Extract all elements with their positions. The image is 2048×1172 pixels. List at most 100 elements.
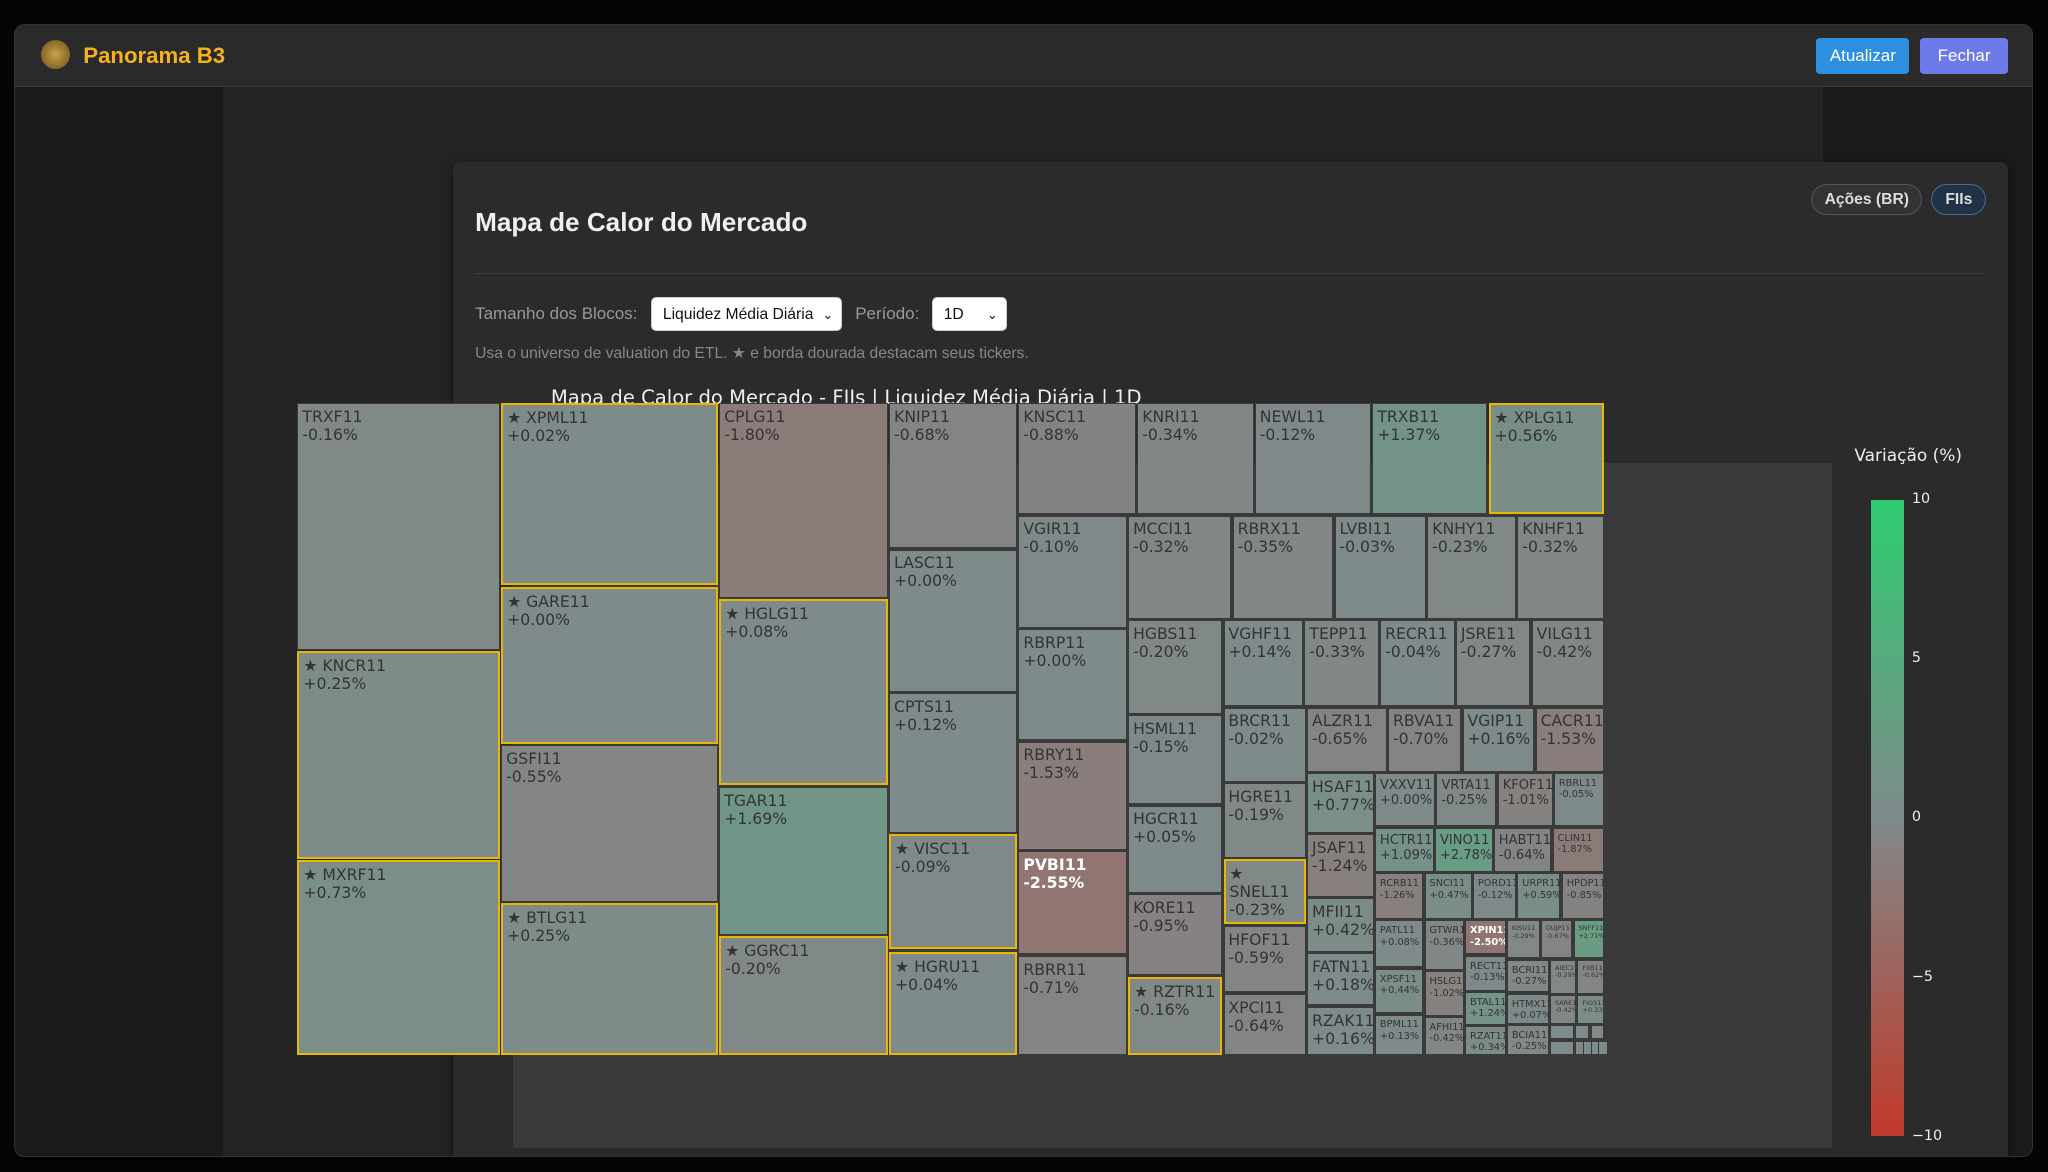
treemap-cell[interactable]: ★ MXRF11 +0.73%	[297, 860, 500, 1055]
treemap-cell[interactable]: NEWL11 -0.12%	[1254, 403, 1372, 515]
treemap-cell[interactable]: AFHI11 -0.42%	[1424, 1017, 1464, 1055]
size-select[interactable]: Liquidez Média Diária ⌄	[651, 297, 843, 332]
treemap-cell[interactable]: ★ HGLG11 +0.08%	[719, 599, 888, 785]
treemap-cell[interactable]: BRCR11 -0.02%	[1223, 707, 1306, 782]
treemap-cell-small[interactable]	[1574, 1024, 1590, 1040]
treemap-cell[interactable]: JSAF11 -1.24%	[1307, 834, 1374, 897]
treemap-cell[interactable]: RBRL11 -0.05%	[1553, 772, 1604, 827]
treemap-cell[interactable]: KNRI11 -0.34%	[1137, 403, 1254, 515]
treemap-cell[interactable]: ★ BTLG11 +0.25%	[501, 903, 719, 1055]
treemap-cell[interactable]: BTAL11 +1.24%	[1465, 992, 1506, 1025]
treemap-cell[interactable]: PATL11 +0.08%	[1375, 920, 1424, 968]
treemap-cell[interactable]: RZAK11 +0.16%	[1307, 1006, 1374, 1055]
treemap-cell[interactable]: RZAT11 +0.34%	[1465, 1026, 1506, 1055]
treemap-cell[interactable]: ★ XPLG11 +0.56%	[1488, 403, 1604, 515]
treemap-cell[interactable]: KISU11 -0.29%	[1506, 920, 1540, 959]
treemap-cell[interactable]: BCRI11 -0.27%	[1506, 959, 1549, 993]
treemap-cell[interactable]: TRXB11 +1.37%	[1372, 403, 1488, 515]
treemap-cell-small[interactable]	[1550, 1024, 1574, 1040]
treemap-cell[interactable]: SNFF11 +2.71%	[1573, 920, 1604, 959]
treemap-cell[interactable]: LASC11 +0.00%	[889, 549, 1018, 692]
treemap-cell[interactable]: MFII11 +0.42%	[1307, 898, 1374, 952]
treemap-cell[interactable]: VGHF11 +0.14%	[1223, 620, 1304, 707]
treemap-cell[interactable]: URPR11 +0.59%	[1517, 873, 1561, 920]
treemap-cell[interactable]: VINO11 +2.78%	[1435, 827, 1493, 873]
treemap-cell[interactable]: ★ GARE11 +0.00%	[501, 587, 719, 745]
treemap-cell[interactable]: ★ VISC11 -0.09%	[889, 834, 1018, 950]
treemap-cell[interactable]: RBVA11 -0.70%	[1388, 707, 1462, 772]
treemap-cell[interactable]: HGRE11 -0.19%	[1223, 783, 1306, 858]
treemap-cell-small[interactable]	[1550, 1040, 1574, 1055]
treemap-cell-small[interactable]	[1598, 1040, 1609, 1055]
treemap-cell[interactable]: HGBS11 -0.20%	[1128, 620, 1223, 715]
tab-fiis[interactable]: FIIs	[1931, 183, 1987, 216]
treemap-cell[interactable]: VRTA11 -0.25%	[1436, 772, 1497, 827]
treemap-cell[interactable]: VILG11 -0.42%	[1531, 620, 1604, 707]
treemap-cell[interactable]: AIEC11 -0.29%	[1550, 959, 1577, 994]
treemap-cell[interactable]: CPTS11 +0.12%	[889, 693, 1018, 833]
treemap-cell[interactable]: XPSF11 +0.44%	[1375, 968, 1424, 1014]
treemap-cell[interactable]: VGIR11 -0.10%	[1018, 515, 1127, 628]
treemap-cell[interactable]: HSLG11-1.02%	[1424, 971, 1464, 1016]
treemap-cell[interactable]: KNIP11 -0.68%	[889, 403, 1018, 549]
treemap-cell[interactable]: PVBI11 -2.55%	[1018, 851, 1127, 955]
treemap-cell[interactable]: XPIN11-2.50%	[1465, 920, 1506, 955]
treemap-cell[interactable]: CACR11 -1.53%	[1535, 707, 1604, 772]
treemap-cell[interactable]: KNHY11 -0.23%	[1427, 515, 1517, 619]
treemap-cell[interactable]: ALZR11 -0.65%	[1307, 707, 1387, 772]
treemap-cell-small[interactable]	[1590, 1024, 1604, 1040]
treemap-cell[interactable]: FIIB11 -0.62%	[1577, 959, 1604, 994]
treemap-cell[interactable]: VGIP11 +0.16%	[1462, 707, 1535, 772]
treemap-cell[interactable]: HCTR11 +1.09%	[1375, 827, 1434, 873]
tab-acoes[interactable]: Ações (BR)	[1811, 183, 1923, 216]
treemap-cell[interactable]: KNHF11 -0.32%	[1517, 515, 1604, 619]
cell-ticker: HGCR11	[1133, 809, 1199, 829]
treemap-cell[interactable]: BPML11 +0.13%	[1375, 1014, 1424, 1055]
period-select[interactable]: 1D ⌄	[932, 297, 1007, 332]
treemap-cell[interactable]: TEPP11 -0.33%	[1304, 620, 1379, 707]
treemap-cell[interactable]: RECR11 -0.04%	[1380, 620, 1455, 707]
treemap-cell[interactable]: HGCR11 +0.05%	[1128, 805, 1223, 894]
treemap-cell[interactable]: HSAF11 +0.77%	[1307, 772, 1374, 833]
treemap-cell[interactable]: RBRR11 -0.71%	[1018, 955, 1127, 1055]
treemap-cell[interactable]: KNSC11 -0.88%	[1018, 403, 1136, 515]
treemap-cell[interactable]: HABT11 -0.64%	[1493, 827, 1552, 873]
treemap-cell[interactable]: RBRP11 +0.00%	[1018, 629, 1127, 741]
treemap-cell[interactable]: VXXV11 +0.00%	[1375, 772, 1436, 827]
treemap-cell[interactable]: HSML11 -0.15%	[1128, 715, 1223, 805]
refresh-button[interactable]: Atualizar	[1816, 37, 1910, 75]
treemap-cell[interactable]: FATN11 +0.18%	[1307, 953, 1374, 1006]
treemap-cell[interactable]: SARE11-0.42%	[1550, 994, 1577, 1024]
treemap-cell[interactable]: RBRX11 -0.35%	[1232, 515, 1334, 619]
treemap-cell[interactable]: HPDP11 -0.85%	[1561, 873, 1604, 920]
treemap-cell[interactable]: FIGS11+0.33%	[1577, 994, 1604, 1024]
treemap-cell[interactable]: KORE11 -0.95%	[1128, 894, 1223, 976]
treemap-cell[interactable]: CLIN11 -1.87%	[1552, 827, 1604, 873]
close-button[interactable]: Fechar	[1919, 37, 2009, 75]
treemap-cell[interactable]: TGAR11 +1.69%	[719, 787, 888, 935]
treemap-cell[interactable]: HTMX11 +0.07%	[1506, 993, 1549, 1024]
treemap-cell[interactable]: PORD11 -0.12%	[1472, 873, 1517, 920]
treemap-cell[interactable]: RBRY11 -1.53%	[1018, 741, 1127, 850]
treemap-cell[interactable]: ★ HGRU11 +0.04%	[889, 951, 1018, 1055]
treemap-cell[interactable]: ★ SNEL11 -0.23%	[1223, 859, 1306, 925]
treemap-cell[interactable]: BCIA11 -0.25%	[1506, 1024, 1549, 1055]
treemap-cell[interactable]: JSRE11 -0.27%	[1456, 620, 1531, 707]
treemap-cell[interactable]: ★ GGRC11 -0.20%	[719, 936, 888, 1055]
treemap-cell[interactable]: OUJP11 -0.67%	[1540, 920, 1573, 959]
treemap-cell[interactable]: HFOF11 -0.59%	[1223, 925, 1306, 993]
treemap-cell[interactable]: CPLG11 -1.80%	[719, 403, 888, 598]
treemap-cell[interactable]: ★ RZTR11 -0.16%	[1128, 976, 1223, 1055]
treemap-cell[interactable]: SNCI11 +0.47%	[1424, 873, 1472, 920]
treemap-cell[interactable]: RCRB11 -1.26%	[1375, 873, 1424, 920]
treemap-cell[interactable]: ★ KNCR11 +0.25%	[297, 651, 500, 860]
treemap-cell[interactable]: KFOF11 -1.01%	[1497, 772, 1553, 827]
treemap-cell[interactable]: RECT11 -0.13%	[1465, 955, 1506, 991]
treemap-cell[interactable]: XPCI11 -0.64%	[1223, 993, 1306, 1055]
treemap-cell[interactable]: MCCI11 -0.32%	[1128, 515, 1232, 619]
treemap-cell[interactable]: TRXF11 -0.16%	[297, 403, 500, 651]
treemap-cell[interactable]: GSFI11 -0.55%	[501, 745, 719, 903]
treemap-cell[interactable]: LVBI11 -0.03%	[1334, 515, 1426, 619]
treemap-cell[interactable]: GTWR11-0.36%	[1424, 920, 1464, 971]
treemap-cell[interactable]: ★ XPML11 +0.02%	[501, 403, 719, 585]
